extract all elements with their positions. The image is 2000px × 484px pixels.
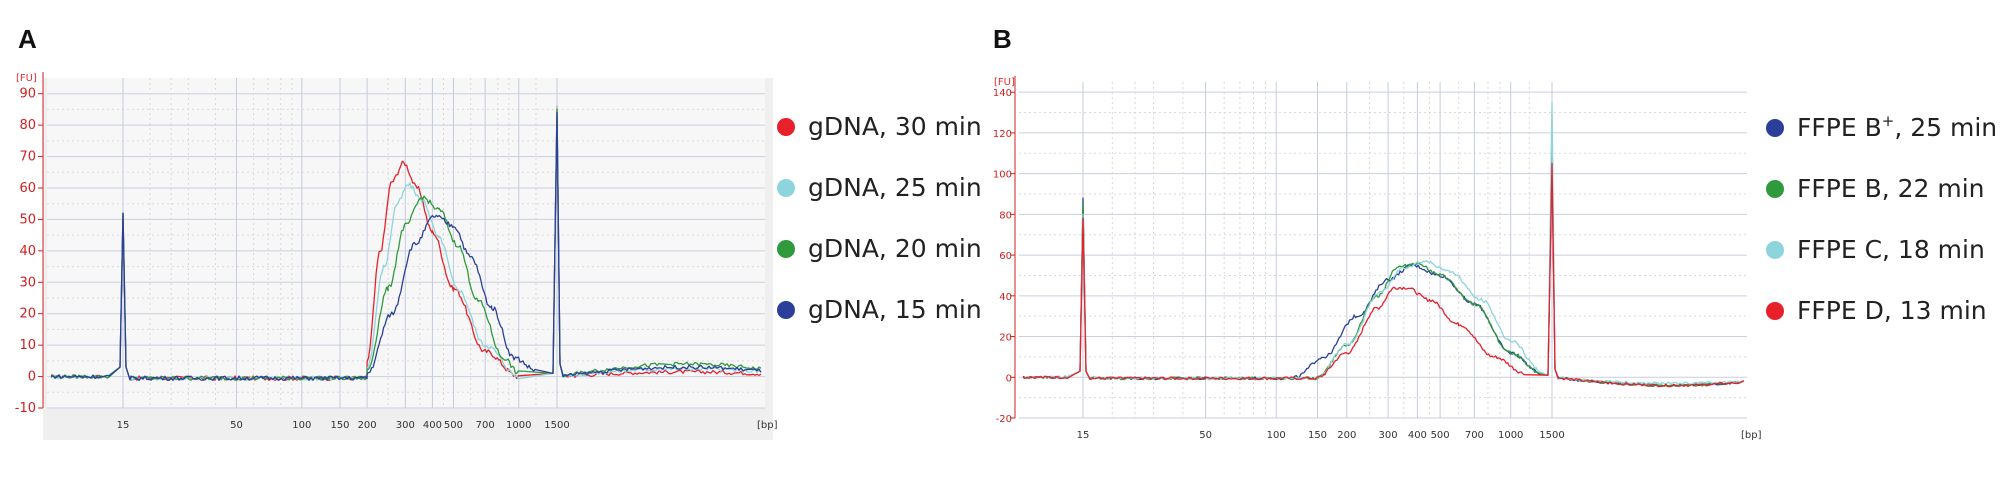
y-tick-label: 0 [1006, 373, 1012, 384]
chart-panel-b: -20 0 20 40 60 80 100 120 140 15 50 100 150 200 300 400… [993, 76, 1762, 441]
series-line-green [50, 108, 762, 381]
legend-name: FFPE B [1797, 113, 1882, 142]
legend-label: FFPE C, 18 min [1797, 235, 1985, 264]
x-tick-label: 700 [1465, 430, 1484, 441]
legend-superscript: + [1882, 112, 1895, 130]
series-line-blue [50, 111, 762, 381]
y-tick-label: 20 [19, 307, 36, 322]
y-tick-label: 80 [999, 210, 1012, 221]
legend-label: FFPE B+, 25 min [1797, 112, 1997, 142]
legend-marker-green [1766, 180, 1784, 198]
y-tick-label: 20 [999, 333, 1012, 344]
x-tick-label: 100 [1267, 430, 1286, 441]
y-tick-label: 70 [19, 150, 36, 165]
y-tick-label: 60 [19, 181, 36, 196]
y-unit-label-b: [FU] [994, 77, 1015, 88]
y-tick-label: -20 [996, 414, 1012, 425]
x-tick-label: 15 [1077, 430, 1090, 441]
x-tick-label: 15 [117, 420, 130, 431]
x-tick-label: 700 [476, 420, 495, 431]
legend-name: FFPE C, 18 min [1797, 235, 1985, 264]
legend-suffix: , 25 min [1894, 113, 1997, 142]
grid-b [1019, 82, 1747, 419]
x-tick-label: 400 [423, 420, 442, 431]
plot-area-b [1019, 82, 1747, 418]
x-tick-label: 150 [1308, 430, 1327, 441]
legend-name: gDNA, 15 min [808, 295, 982, 324]
x-tick-label: 400 [1408, 430, 1427, 441]
grid-a [47, 78, 765, 409]
x-unit-label-a: [bp] [757, 420, 778, 431]
plot-area-a [47, 78, 765, 408]
y-unit-label-a: [FU] [16, 73, 37, 84]
series-line-red [1022, 162, 1745, 388]
x-tick-label: 200 [1337, 430, 1356, 441]
y-tick-label: 10 [19, 338, 36, 353]
legend-name: gDNA, 25 min [808, 173, 982, 202]
legend-label: gDNA, 15 min [808, 295, 982, 324]
panel-a-letter: A [18, 24, 37, 54]
y-tick-label: 90 [19, 87, 36, 102]
legend-b: FFPE B+, 25 min FFPE B, 22 min FFPE C, 18 … [1766, 112, 1997, 325]
x-tick-label: 500 [444, 420, 463, 431]
legend-marker-red [777, 118, 795, 136]
series-line-red [50, 105, 762, 381]
legend-marker-green [777, 240, 795, 258]
legend-label: FFPE D, 13 min [1797, 296, 1987, 325]
ticks-a: -10 0 10 20 30 40 50 60 70 80 90 15 50 100 150 200 300 40… [15, 72, 570, 431]
y-tick-label: 40 [999, 292, 1012, 303]
chart-panel-a: -10 0 10 20 30 40 50 60 70 80 90 15 50 100 150 200 300 40… [15, 72, 778, 440]
x-tick-label: 200 [358, 420, 377, 431]
y-tick-label: -10 [15, 401, 36, 416]
x-tick-label: 500 [1431, 430, 1450, 441]
panel-b-letter: B [993, 24, 1012, 54]
legend-marker-cyan [1766, 241, 1784, 259]
legend-name: FFPE D, 13 min [1797, 296, 1987, 325]
x-tick-label: 300 [396, 420, 415, 431]
legend-label: FFPE B, 22 min [1797, 174, 1985, 203]
y-tick-label: 120 [993, 129, 1012, 140]
legend-label: gDNA, 25 min [808, 173, 982, 202]
legend-name: gDNA, 30 min [808, 112, 982, 141]
x-tick-label: 150 [330, 420, 349, 431]
y-tick-label: 40 [19, 244, 36, 259]
legend-marker-blue [777, 301, 795, 319]
legend-marker-red [1766, 302, 1784, 320]
legend-a: gDNA, 30 min gDNA, 25 min gDNA, 20 min gDNA… [777, 112, 982, 324]
series-a [50, 105, 762, 381]
x-tick-label: 1000 [1498, 430, 1523, 441]
series-b [1022, 101, 1745, 388]
x-tick-label: 1500 [544, 420, 569, 431]
legend-marker-cyan [777, 179, 795, 197]
y-tick-label: 100 [993, 170, 1012, 181]
legend-label: gDNA, 30 min [808, 112, 982, 141]
x-tick-label: 50 [230, 420, 243, 431]
x-tick-label: 1000 [506, 420, 531, 431]
y-tick-label: 140 [993, 88, 1012, 99]
legend-name: gDNA, 20 min [808, 234, 982, 263]
x-tick-label: 50 [1199, 430, 1212, 441]
legend-marker-blue [1766, 119, 1784, 137]
y-tick-label: 80 [19, 118, 36, 133]
x-tick-label: 300 [1379, 430, 1398, 441]
x-tick-label: 1500 [1539, 430, 1564, 441]
y-tick-label: 50 [19, 212, 36, 227]
y-tick-label: 60 [999, 251, 1012, 262]
legend-label: gDNA, 20 min [808, 234, 982, 263]
y-tick-label: 30 [19, 275, 36, 290]
x-unit-label-b: [bp] [1741, 430, 1762, 441]
y-tick-label: 0 [28, 370, 36, 385]
x-tick-label: 100 [292, 420, 311, 431]
ticks-b: -20 0 20 40 60 80 100 120 140 15 50 100 150 200 300 400… [993, 76, 1565, 441]
legend-name: FFPE B, 22 min [1797, 174, 1985, 203]
